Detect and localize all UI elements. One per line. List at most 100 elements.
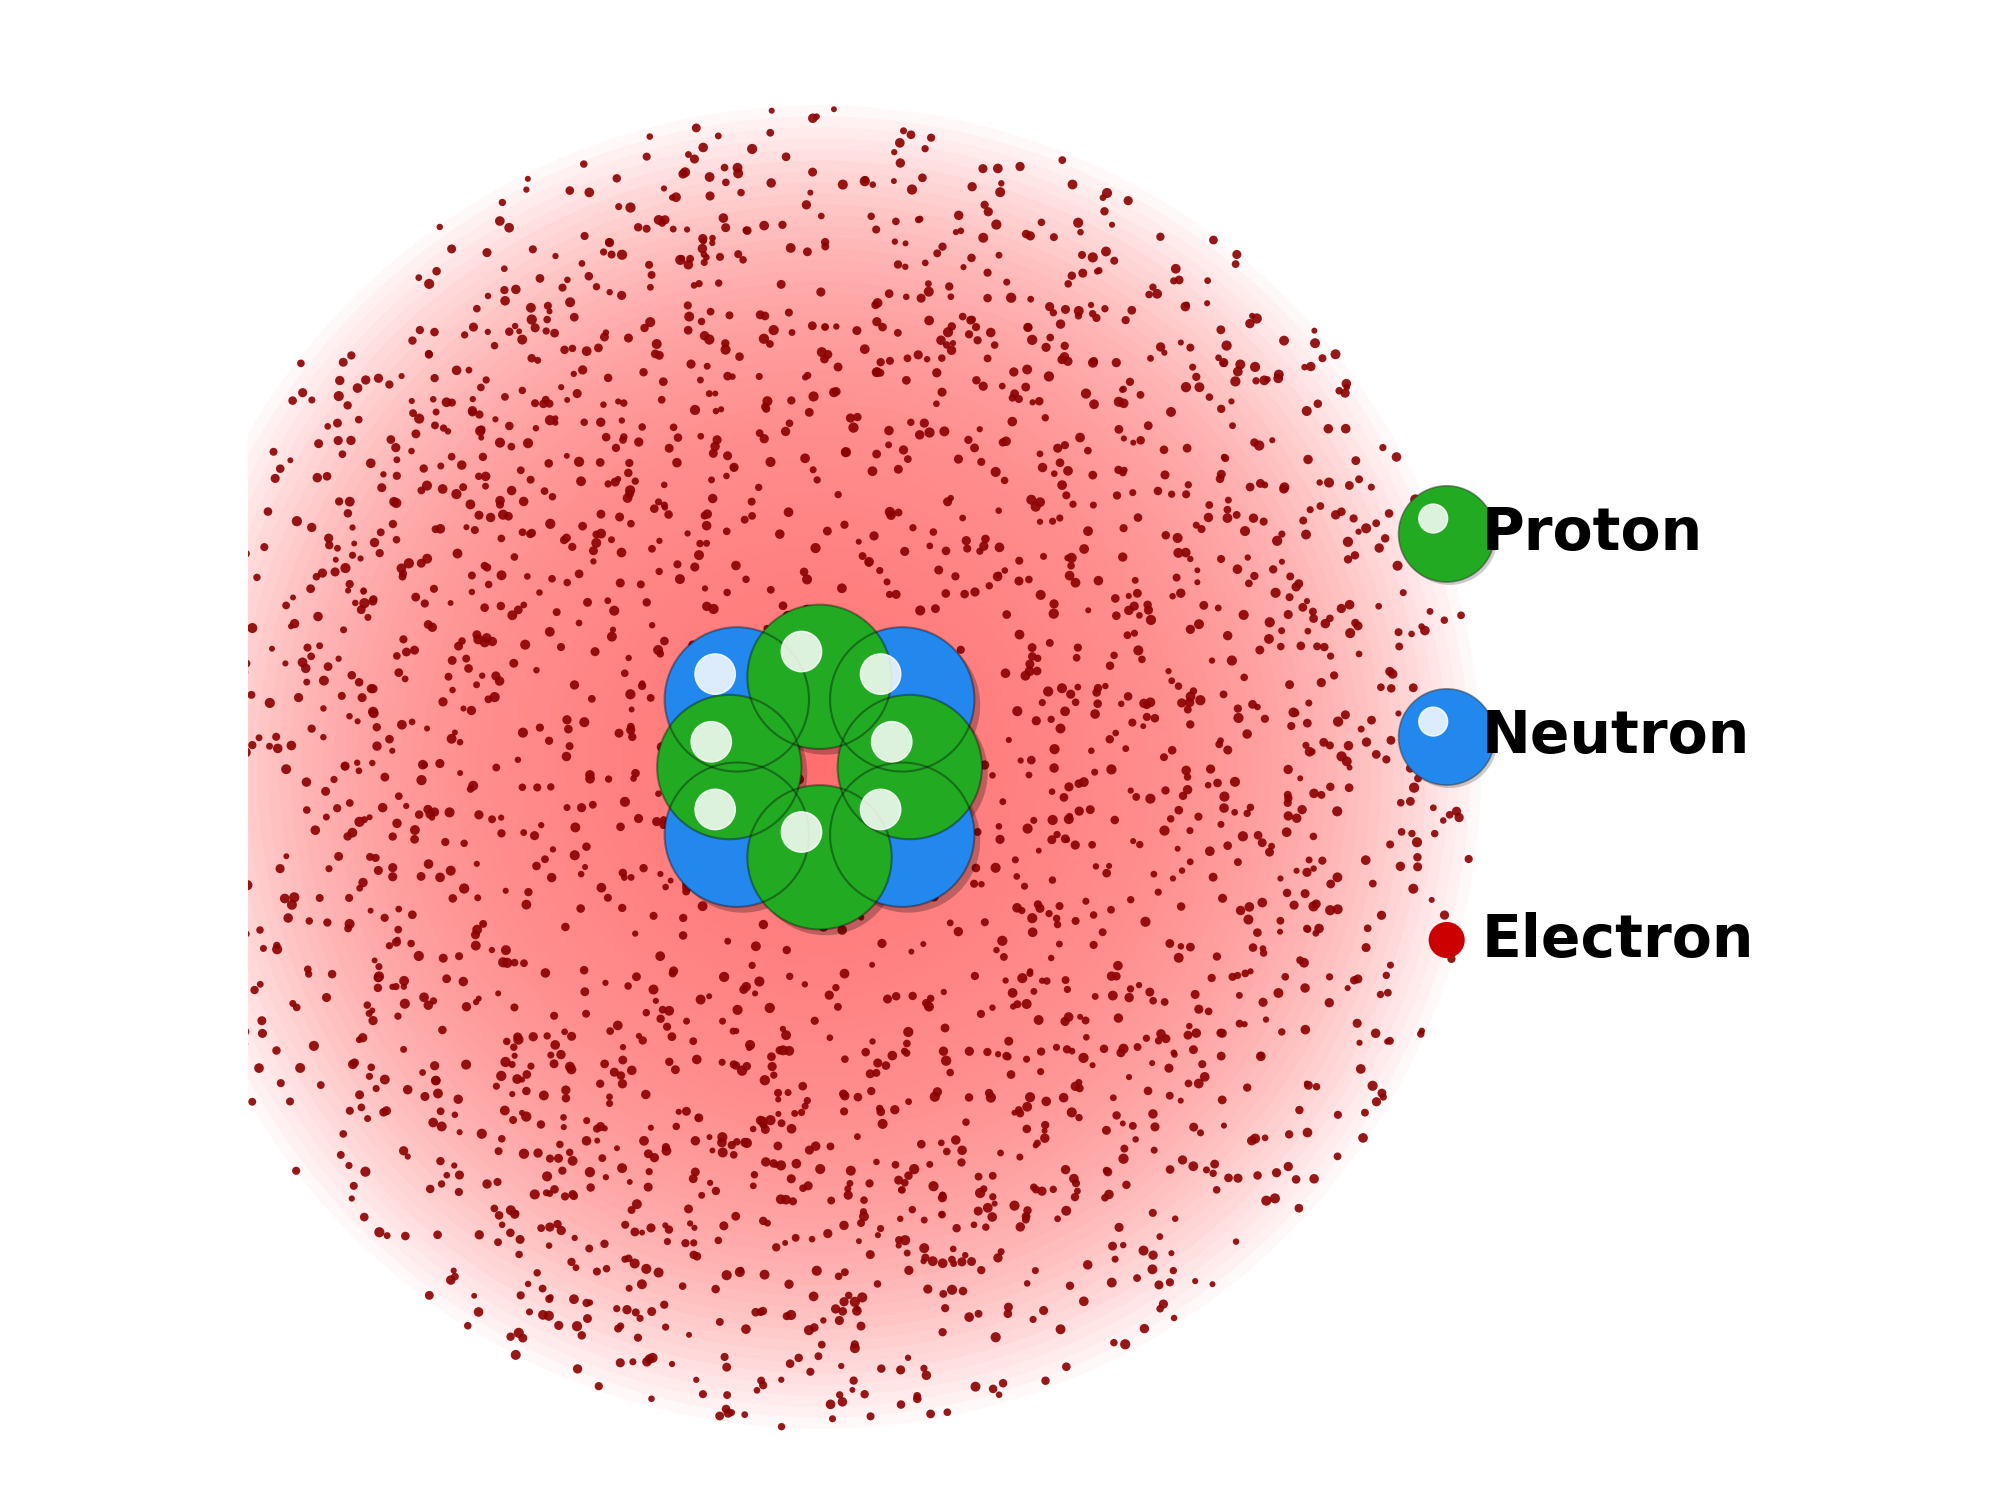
Point — [420, 1068, 452, 1092]
Point — [482, 982, 514, 1006]
Point — [1206, 886, 1238, 910]
Point — [580, 1116, 612, 1140]
Point — [1380, 445, 1412, 469]
Point — [324, 1143, 356, 1167]
Point — [1180, 365, 1212, 390]
Point — [846, 1314, 878, 1339]
Point — [676, 352, 708, 376]
Point — [620, 761, 652, 785]
Point — [982, 244, 1014, 268]
Point — [1374, 832, 1406, 856]
Point — [1246, 890, 1278, 914]
Point — [820, 379, 852, 403]
Point — [1306, 671, 1338, 695]
Point — [998, 359, 1030, 384]
Point — [846, 1286, 878, 1310]
Point — [634, 275, 666, 299]
Point — [1400, 487, 1432, 511]
Point — [338, 1173, 370, 1197]
Point — [926, 1251, 958, 1275]
Point — [284, 352, 316, 376]
Point — [770, 1304, 802, 1328]
Point — [1298, 824, 1330, 848]
Point — [738, 1117, 770, 1142]
Point — [622, 215, 654, 239]
Point — [380, 490, 412, 514]
Point — [1076, 293, 1108, 317]
Point — [498, 1202, 530, 1226]
Point — [794, 1139, 826, 1163]
Point — [708, 206, 740, 230]
Point — [680, 1128, 712, 1152]
Point — [928, 1281, 960, 1305]
Point — [1194, 757, 1226, 781]
Point — [380, 436, 412, 460]
Point — [1044, 1318, 1076, 1342]
Point — [822, 355, 854, 379]
Point — [634, 125, 666, 149]
Point — [1080, 985, 1112, 1009]
Point — [1440, 799, 1472, 823]
Point — [614, 196, 646, 220]
Point — [1020, 495, 1052, 519]
Point — [1292, 690, 1324, 714]
Point — [1314, 966, 1346, 990]
Point — [710, 463, 742, 487]
Point — [1372, 981, 1404, 1005]
Point — [1106, 378, 1138, 402]
Point — [636, 614, 668, 638]
Point — [1186, 517, 1218, 541]
Point — [446, 629, 478, 653]
Point — [872, 570, 904, 594]
Point — [348, 579, 380, 603]
Point — [774, 964, 806, 988]
Circle shape — [694, 790, 736, 830]
Point — [984, 535, 1016, 559]
Point — [1148, 341, 1180, 365]
Point — [1058, 1167, 1090, 1191]
Point — [838, 1369, 870, 1393]
Point — [744, 364, 776, 388]
Point — [926, 1202, 958, 1226]
Point — [470, 368, 502, 393]
Point — [1268, 475, 1300, 499]
Point — [428, 417, 460, 441]
Point — [458, 314, 490, 338]
Point — [882, 253, 914, 277]
Point — [962, 820, 994, 844]
Point — [230, 740, 262, 764]
Point — [388, 1139, 420, 1163]
Point — [1370, 964, 1402, 988]
Point — [1188, 1065, 1220, 1089]
Point — [690, 594, 722, 618]
Point — [1134, 608, 1166, 632]
Point — [1142, 1029, 1174, 1053]
Point — [1122, 581, 1154, 605]
Point — [1080, 305, 1112, 329]
Point — [930, 1017, 962, 1041]
Point — [1366, 436, 1398, 460]
Point — [1098, 1331, 1130, 1355]
Point — [666, 247, 698, 271]
Point — [392, 552, 424, 576]
Point — [570, 1108, 602, 1133]
Point — [1446, 603, 1478, 627]
Point — [322, 429, 354, 453]
Point — [446, 453, 478, 477]
Point — [748, 326, 780, 350]
Point — [1132, 1078, 1164, 1102]
Point — [386, 556, 418, 581]
Point — [770, 1230, 802, 1254]
Point — [942, 447, 974, 471]
Point — [776, 388, 808, 412]
Point — [978, 332, 1010, 356]
Point — [550, 444, 582, 468]
Point — [1082, 569, 1114, 593]
Point — [988, 1372, 1020, 1396]
Point — [348, 591, 380, 615]
Point — [966, 1257, 998, 1281]
Point — [986, 171, 1018, 196]
Point — [390, 641, 422, 665]
Point — [626, 415, 658, 439]
Point — [822, 483, 854, 507]
